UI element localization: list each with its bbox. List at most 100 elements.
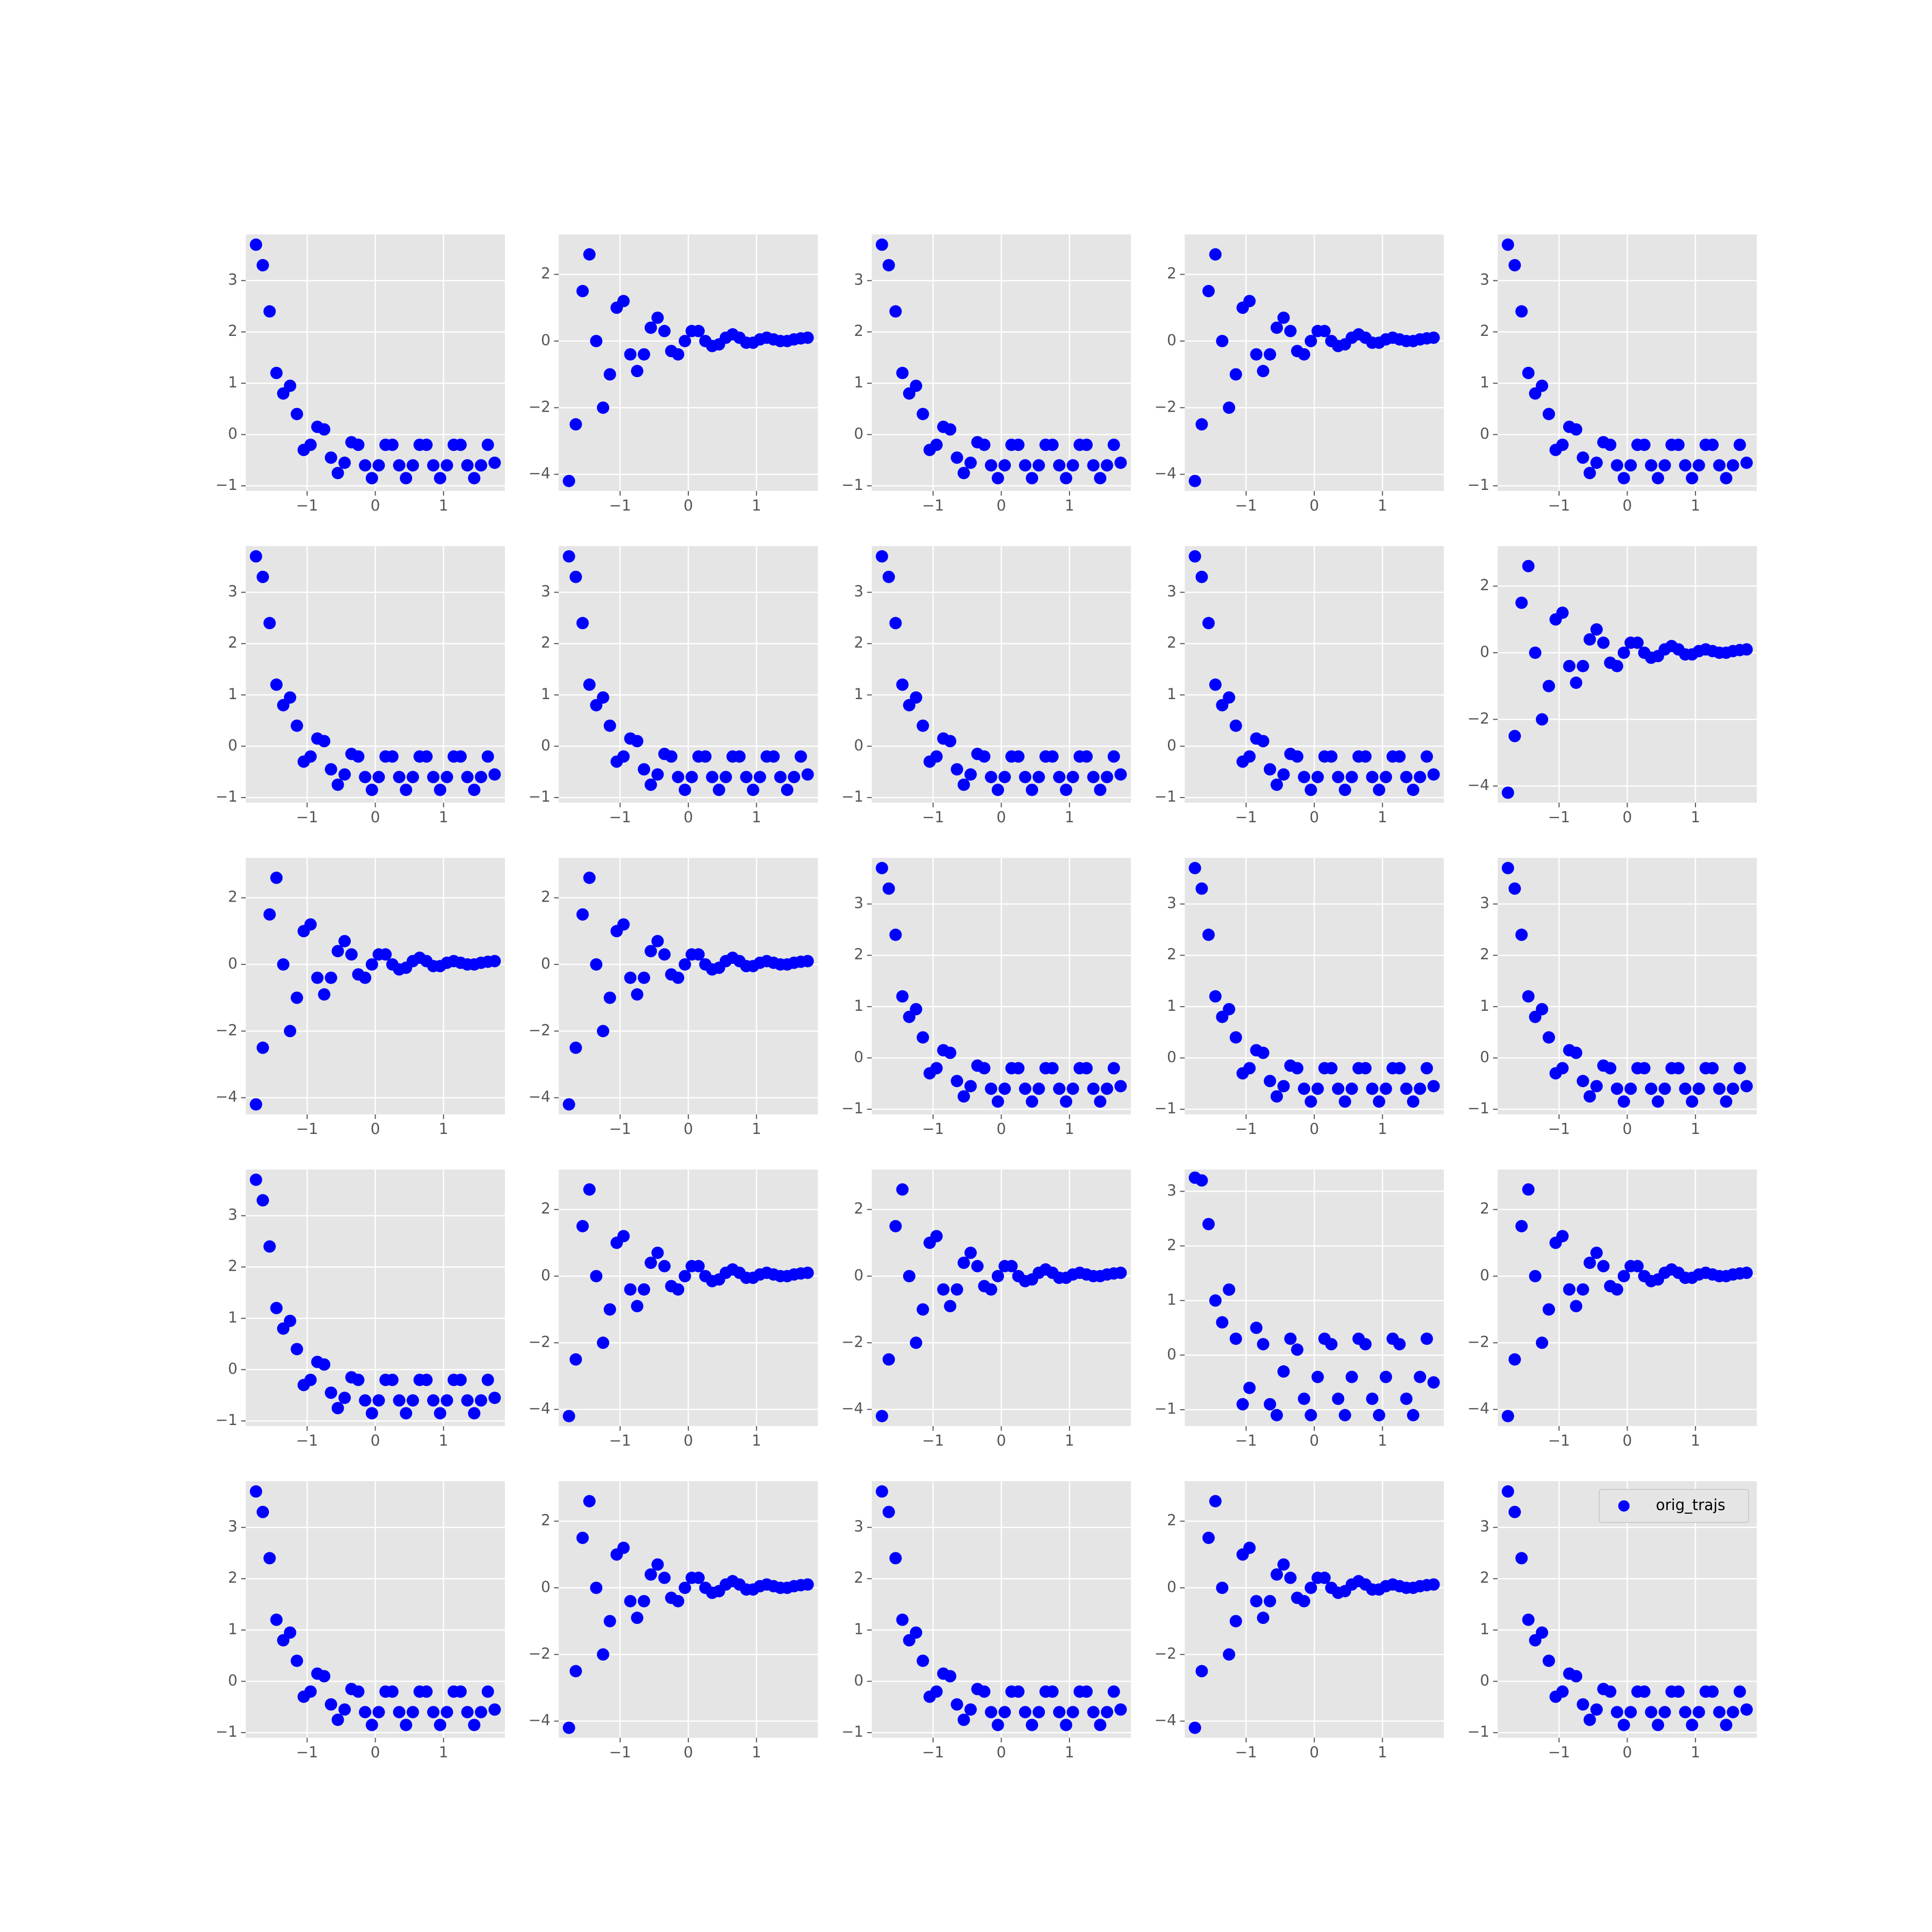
scatter-point — [569, 418, 582, 431]
x-tick-label: −1 — [296, 1743, 318, 1761]
y-tick-label: 1 — [1480, 997, 1489, 1014]
y-tick-label: 1 — [228, 374, 238, 391]
y-tick-label: −4 — [529, 1400, 551, 1417]
y-tick-label: −2 — [529, 398, 551, 415]
scatter-point — [1053, 459, 1066, 472]
x-tick-label: −1 — [296, 1432, 318, 1449]
scatter-point — [311, 971, 324, 984]
scatter-point — [951, 1283, 963, 1296]
scatter-point — [910, 1003, 923, 1015]
points — [875, 861, 1127, 1108]
y-tick-label: 3 — [854, 583, 863, 600]
scatter-point — [488, 1703, 501, 1716]
scatter-point — [1325, 750, 1338, 763]
scatter-point — [590, 1581, 603, 1594]
scatter-point — [1501, 238, 1514, 251]
y-tick-label: −1 — [1467, 1099, 1489, 1117]
scatter-point — [631, 735, 643, 748]
subplot: −1 0 1 −1 0 1 2 3 — [1155, 546, 1444, 826]
scatter-point — [1740, 1266, 1753, 1279]
scatter-point — [1740, 456, 1753, 469]
scatter-point — [1189, 1721, 1201, 1734]
scatter-point — [617, 750, 630, 763]
y-tick-label: −2 — [529, 1645, 551, 1662]
scatter-point — [304, 1685, 317, 1698]
scatter-point — [257, 1194, 269, 1207]
scatter-point — [461, 1706, 474, 1719]
scatter-point — [889, 1219, 902, 1232]
scatter-point — [998, 1706, 1011, 1719]
x-tick-label: 0 — [1310, 1743, 1319, 1761]
scatter-point — [1359, 1338, 1372, 1351]
scatter-point — [1427, 1080, 1440, 1093]
scatter-point — [1304, 334, 1317, 347]
scatter-point — [331, 1714, 344, 1726]
scatter-point — [1195, 1174, 1208, 1187]
scatter-point — [985, 459, 997, 472]
y-tick-label: −1 — [841, 1723, 863, 1740]
scatter-point — [583, 1495, 596, 1507]
scatter-point — [468, 1719, 481, 1732]
scatter-point — [1298, 771, 1311, 784]
scatter-point — [1393, 1338, 1406, 1351]
scatter-point — [1604, 1062, 1617, 1075]
points — [563, 248, 814, 487]
scatter-point — [393, 1394, 405, 1407]
y-tick-label: −1 — [529, 788, 551, 805]
y-tick-label: 3 — [1480, 894, 1489, 912]
scatter-point — [1713, 1706, 1726, 1719]
scatter-point — [951, 763, 963, 776]
scatter-point — [576, 284, 589, 297]
scatter-point — [875, 1485, 888, 1498]
scatter-point — [1114, 1080, 1127, 1093]
scatter-point — [767, 750, 780, 763]
scatter-point — [1720, 472, 1733, 485]
scatter-point — [917, 1654, 929, 1667]
points — [563, 550, 814, 796]
scatter-point — [1114, 1266, 1127, 1279]
scatter-point — [263, 1552, 276, 1565]
scatter-point — [978, 438, 991, 451]
scatter-point — [1263, 348, 1276, 361]
scatter-point — [1223, 401, 1235, 414]
scatter-point — [1066, 1706, 1079, 1719]
scatter-point — [1515, 928, 1528, 941]
y-tick-label: 1 — [854, 685, 863, 703]
scatter-point — [944, 1046, 957, 1059]
x-tick-label: −1 — [296, 497, 318, 514]
y-tick-label: −1 — [841, 476, 863, 494]
scatter-point — [1658, 1082, 1671, 1095]
scatter-point — [318, 735, 331, 748]
scatter-point — [631, 365, 643, 378]
y-tick-label: 1 — [854, 1620, 863, 1638]
scatter-point — [318, 1670, 331, 1683]
x-tick-label: 1 — [752, 1120, 761, 1138]
y-tick-label: 1 — [1480, 1620, 1489, 1638]
scatter-point — [1617, 1095, 1630, 1108]
y-tick-label: 2 — [541, 1200, 550, 1217]
scatter-point — [488, 1392, 501, 1404]
scatter-point — [304, 1374, 317, 1386]
scatter-point — [263, 908, 276, 921]
scatter-point — [991, 1269, 1004, 1282]
points — [875, 550, 1127, 796]
scatter-point — [679, 784, 691, 796]
scatter-point — [917, 408, 929, 420]
y-tick-label: 2 — [1480, 945, 1489, 963]
scatter-point — [896, 366, 909, 379]
scatter-point — [1107, 750, 1120, 763]
scatter-point — [1536, 1003, 1549, 1015]
scatter-point — [365, 784, 378, 796]
scatter-point — [563, 550, 575, 563]
scatter-point — [1032, 1082, 1045, 1095]
scatter-point — [1032, 771, 1045, 784]
scatter-point — [257, 1505, 269, 1518]
y-tick-label: 0 — [854, 1671, 863, 1689]
scatter-point — [1509, 259, 1521, 272]
scatter-point — [1372, 1095, 1385, 1108]
scatter-point — [1277, 1558, 1290, 1571]
scatter-point — [249, 1098, 262, 1111]
scatter-point — [1066, 771, 1079, 784]
scatter-point — [1223, 691, 1235, 704]
y-tick-label: 2 — [541, 634, 550, 651]
